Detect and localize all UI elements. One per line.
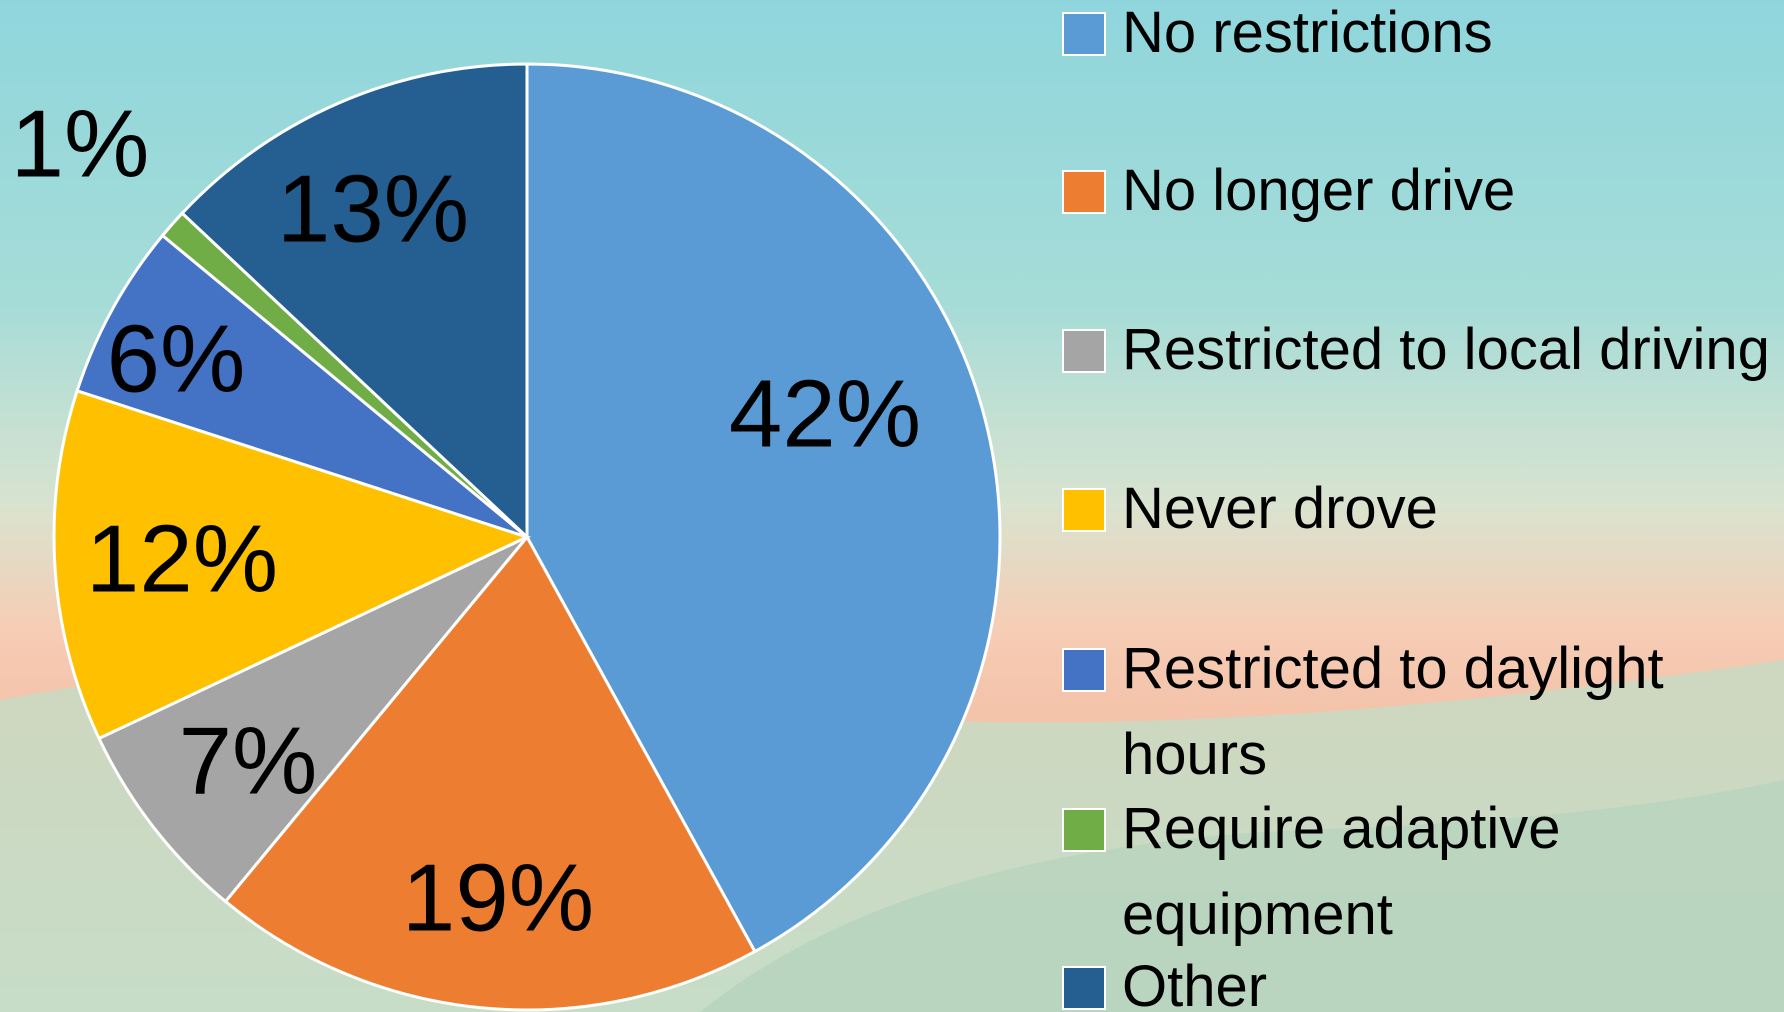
data-label: 1% <box>11 90 150 197</box>
legend-item: No restrictions <box>1062 0 1777 76</box>
legend-swatch <box>1062 12 1106 56</box>
legend-swatch <box>1062 808 1106 852</box>
legend-item: Other <box>1062 944 1777 1012</box>
legend-swatch <box>1062 329 1106 373</box>
data-label: 13% <box>277 155 469 262</box>
legend-swatch <box>1062 170 1106 214</box>
legend-label: Other <box>1122 944 1267 1012</box>
legend-item: Restricted to local driving <box>1062 307 1777 393</box>
legend-label: No restrictions <box>1122 0 1493 76</box>
legend-label: Require adaptive equipment <box>1122 786 1777 958</box>
data-label: 7% <box>179 707 318 814</box>
legend-item: No longer drive <box>1062 148 1777 234</box>
legend-swatch <box>1062 648 1106 692</box>
legend-swatch <box>1062 966 1106 1010</box>
legend-label: Restricted to local driving <box>1122 307 1770 393</box>
legend-label: No longer drive <box>1122 148 1515 234</box>
legend-label: Never drove <box>1122 466 1438 552</box>
data-label: 6% <box>107 305 246 412</box>
legend-swatch <box>1062 488 1106 532</box>
legend-item: Never drove <box>1062 466 1777 552</box>
slide: 42% 19% 7% 12% 6% 1% 13% No restrictions No lon… <box>0 0 1784 1012</box>
legend-label: Restricted to daylight hours <box>1122 626 1777 798</box>
legend-item: Require adaptive equipment <box>1062 786 1777 958</box>
legend-item: Restricted to daylight hours <box>1062 626 1777 798</box>
data-label: 42% <box>729 360 921 467</box>
data-label: 19% <box>402 844 594 951</box>
data-label: 12% <box>86 505 278 612</box>
